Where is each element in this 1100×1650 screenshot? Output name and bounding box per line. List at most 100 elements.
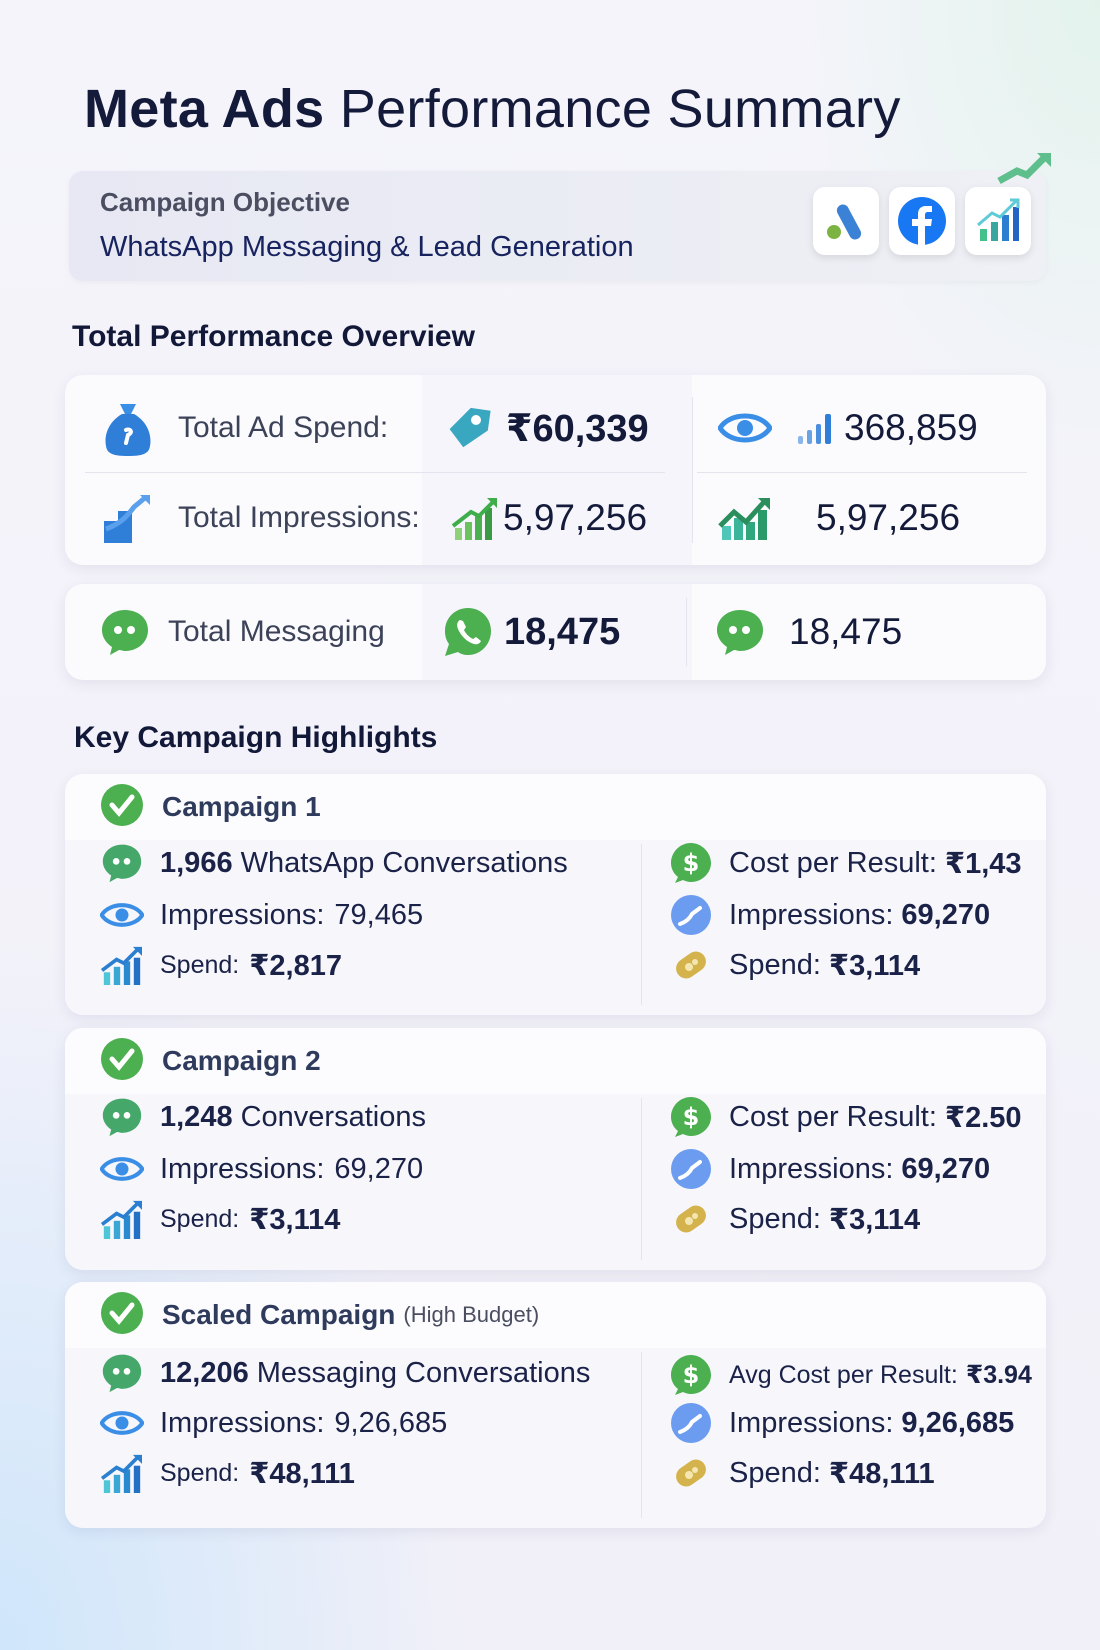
campaign-metric-row: Spend: ₹3,114 [669,940,920,990]
campaign-card: Campaign 2 1,248 Conversations Impressions… [65,1028,1046,1270]
metric-value: 69,270 [334,1152,424,1185]
trend-arrow-icon [997,153,1051,185]
metric-value: ₹2,817 [249,949,342,982]
campaign-metric-row: $ Avg Cost per Result: ₹3.94 [669,1350,1032,1400]
campaign-metric-row: Spend: ₹3,114 [669,1194,920,1244]
total-ad-spend-row: Total Ad Spend: [102,395,388,461]
total-messaging-label: Total Messaging [168,615,385,648]
title-bold: Meta Ads [84,79,325,139]
reach-icon [669,1401,713,1445]
metric-value: ₹1,43 [944,847,1022,880]
dollar-chat-icon: $ [669,1353,713,1397]
eye-icon [718,413,772,443]
campaign-metric-row: 12,206 Messaging Conversations [100,1348,590,1398]
growth-chart-icon [718,498,770,540]
metric-label: Impressions: [729,898,894,931]
total-ad-spend-label: Total Ad Spend: [178,411,389,444]
overview-card: Total Ad Spend: ₹60,339 368,859 Total Im… [65,375,1046,565]
metric-label: Spend: [729,1202,821,1235]
chat-bubble-icon [100,1095,144,1139]
growth-chart-icon [100,943,144,987]
campaign-header: Scaled Campaign (High Budget) [65,1282,1046,1348]
eye-icon [100,893,144,937]
metric-value: 69,270 [901,898,991,931]
metric-value: ₹3,114 [249,1203,341,1236]
facebook-icon [889,187,955,255]
campaign-metric-row: Impressions: 9,26,685 [669,1398,1014,1448]
campaign-metric-row: 1,248 Conversations [100,1092,426,1142]
coin-icon [669,1451,713,1495]
check-circle-icon [100,1037,144,1086]
conversations-count: 1,248 [160,1100,233,1133]
total-ad-spend-value: ₹60,339 [506,407,649,450]
svg-text:$: $ [683,849,700,877]
metric-label: Cost per Result: [729,1100,937,1133]
metric-label: Impressions: [160,898,325,931]
coin-icon [669,943,713,987]
metric-value: ₹48,111 [828,1457,935,1490]
total-messaging-value-2: 18,475 [789,611,903,652]
metric-label: Spend: [729,948,821,981]
total-impressions-value: 5,97,256 [503,497,648,538]
reach-value: 368,859 [844,407,978,448]
coin-icon [669,1197,713,1241]
overview-heading: Total Performance Overview [72,320,475,353]
metric-label: Impressions: [729,1406,894,1439]
campaign-metric-row: Impressions: 69,270 [669,1144,990,1194]
conversations-count: 1,966 [160,846,233,879]
highlights-heading: Key Campaign Highlights [74,721,438,754]
money-bag-icon [105,404,151,456]
growth-chart-icon [100,1197,144,1241]
messaging-card: Total Messaging 18,475 18,475 [65,584,1046,680]
campaign-metric-row: Impressions: 69,270 [100,1144,423,1194]
campaign-card: Scaled Campaign (High Budget) 12,206 Mess… [65,1282,1046,1528]
page-title: Meta Ads Performance Summary [84,78,901,140]
metric-value: ₹3.94 [965,1361,1032,1389]
rising-steps-icon [104,495,150,543]
campaign-metric-row: $ Cost per Result: ₹1,43 [669,838,1022,888]
svg-text:$: $ [683,1103,700,1131]
metric-label: Spend: [160,950,240,979]
campaign-metric-row: Spend: ₹3,114 [100,1194,340,1244]
title-rest: Performance Summary [339,79,901,139]
metric-label: Spend: [160,1458,240,1487]
whatsapp-icon [445,608,491,656]
campaign-card: Campaign 1 1,966 WhatsApp Conversations Im… [65,774,1046,1015]
metric-label: Spend: [729,1456,821,1489]
chat-bubble-icon [100,841,144,885]
campaign-subtitle: (High Budget) [403,1302,540,1327]
growth-chart-icon [965,187,1031,255]
metric-value: ₹3,114 [828,949,921,982]
dollar-chat-icon: $ [669,841,713,885]
campaign-metric-row: Spend: ₹2,817 [100,940,342,990]
total-impressions-value-2: 5,97,256 [816,497,961,538]
chat-bubble-icon [717,610,763,655]
objective-value: WhatsApp Messaging & Lead Generation [100,231,634,263]
check-circle-icon [100,1291,144,1340]
signal-bars-icon [798,414,831,444]
metric-label: Impressions: [160,1152,325,1185]
dollar-chat-icon: $ [669,1095,713,1139]
metric-value: 69,270 [901,1152,991,1185]
growth-chart-icon [100,1451,144,1495]
campaign-title: Campaign 2 [162,1045,321,1076]
conversations-label: Messaging Conversations [256,1356,591,1389]
metric-label: Impressions: [160,1406,325,1439]
total-impressions-row: Total Impressions: [102,485,420,551]
campaign-metric-row: Impressions: 79,465 [100,890,423,940]
conversations-label: WhatsApp Conversations [240,846,568,879]
metric-label: Spend: [160,1204,240,1233]
metric-label: Avg Cost per Result: [729,1360,958,1389]
campaign-header: Campaign 1 [65,774,1046,840]
conversations-count: 12,206 [160,1356,249,1389]
chat-bubble-icon [100,1351,144,1395]
campaign-header: Campaign 2 [65,1028,1046,1094]
price-tag-icon [449,407,491,448]
reach-icon [669,1147,713,1191]
metric-label: Impressions: [729,1152,894,1185]
total-impressions-label: Total Impressions: [178,501,420,534]
metric-value: 9,26,685 [334,1406,448,1439]
campaign-metric-row: Impressions: 69,270 [669,890,990,940]
svg-text:$: $ [683,1361,700,1389]
eye-icon [100,1401,144,1445]
